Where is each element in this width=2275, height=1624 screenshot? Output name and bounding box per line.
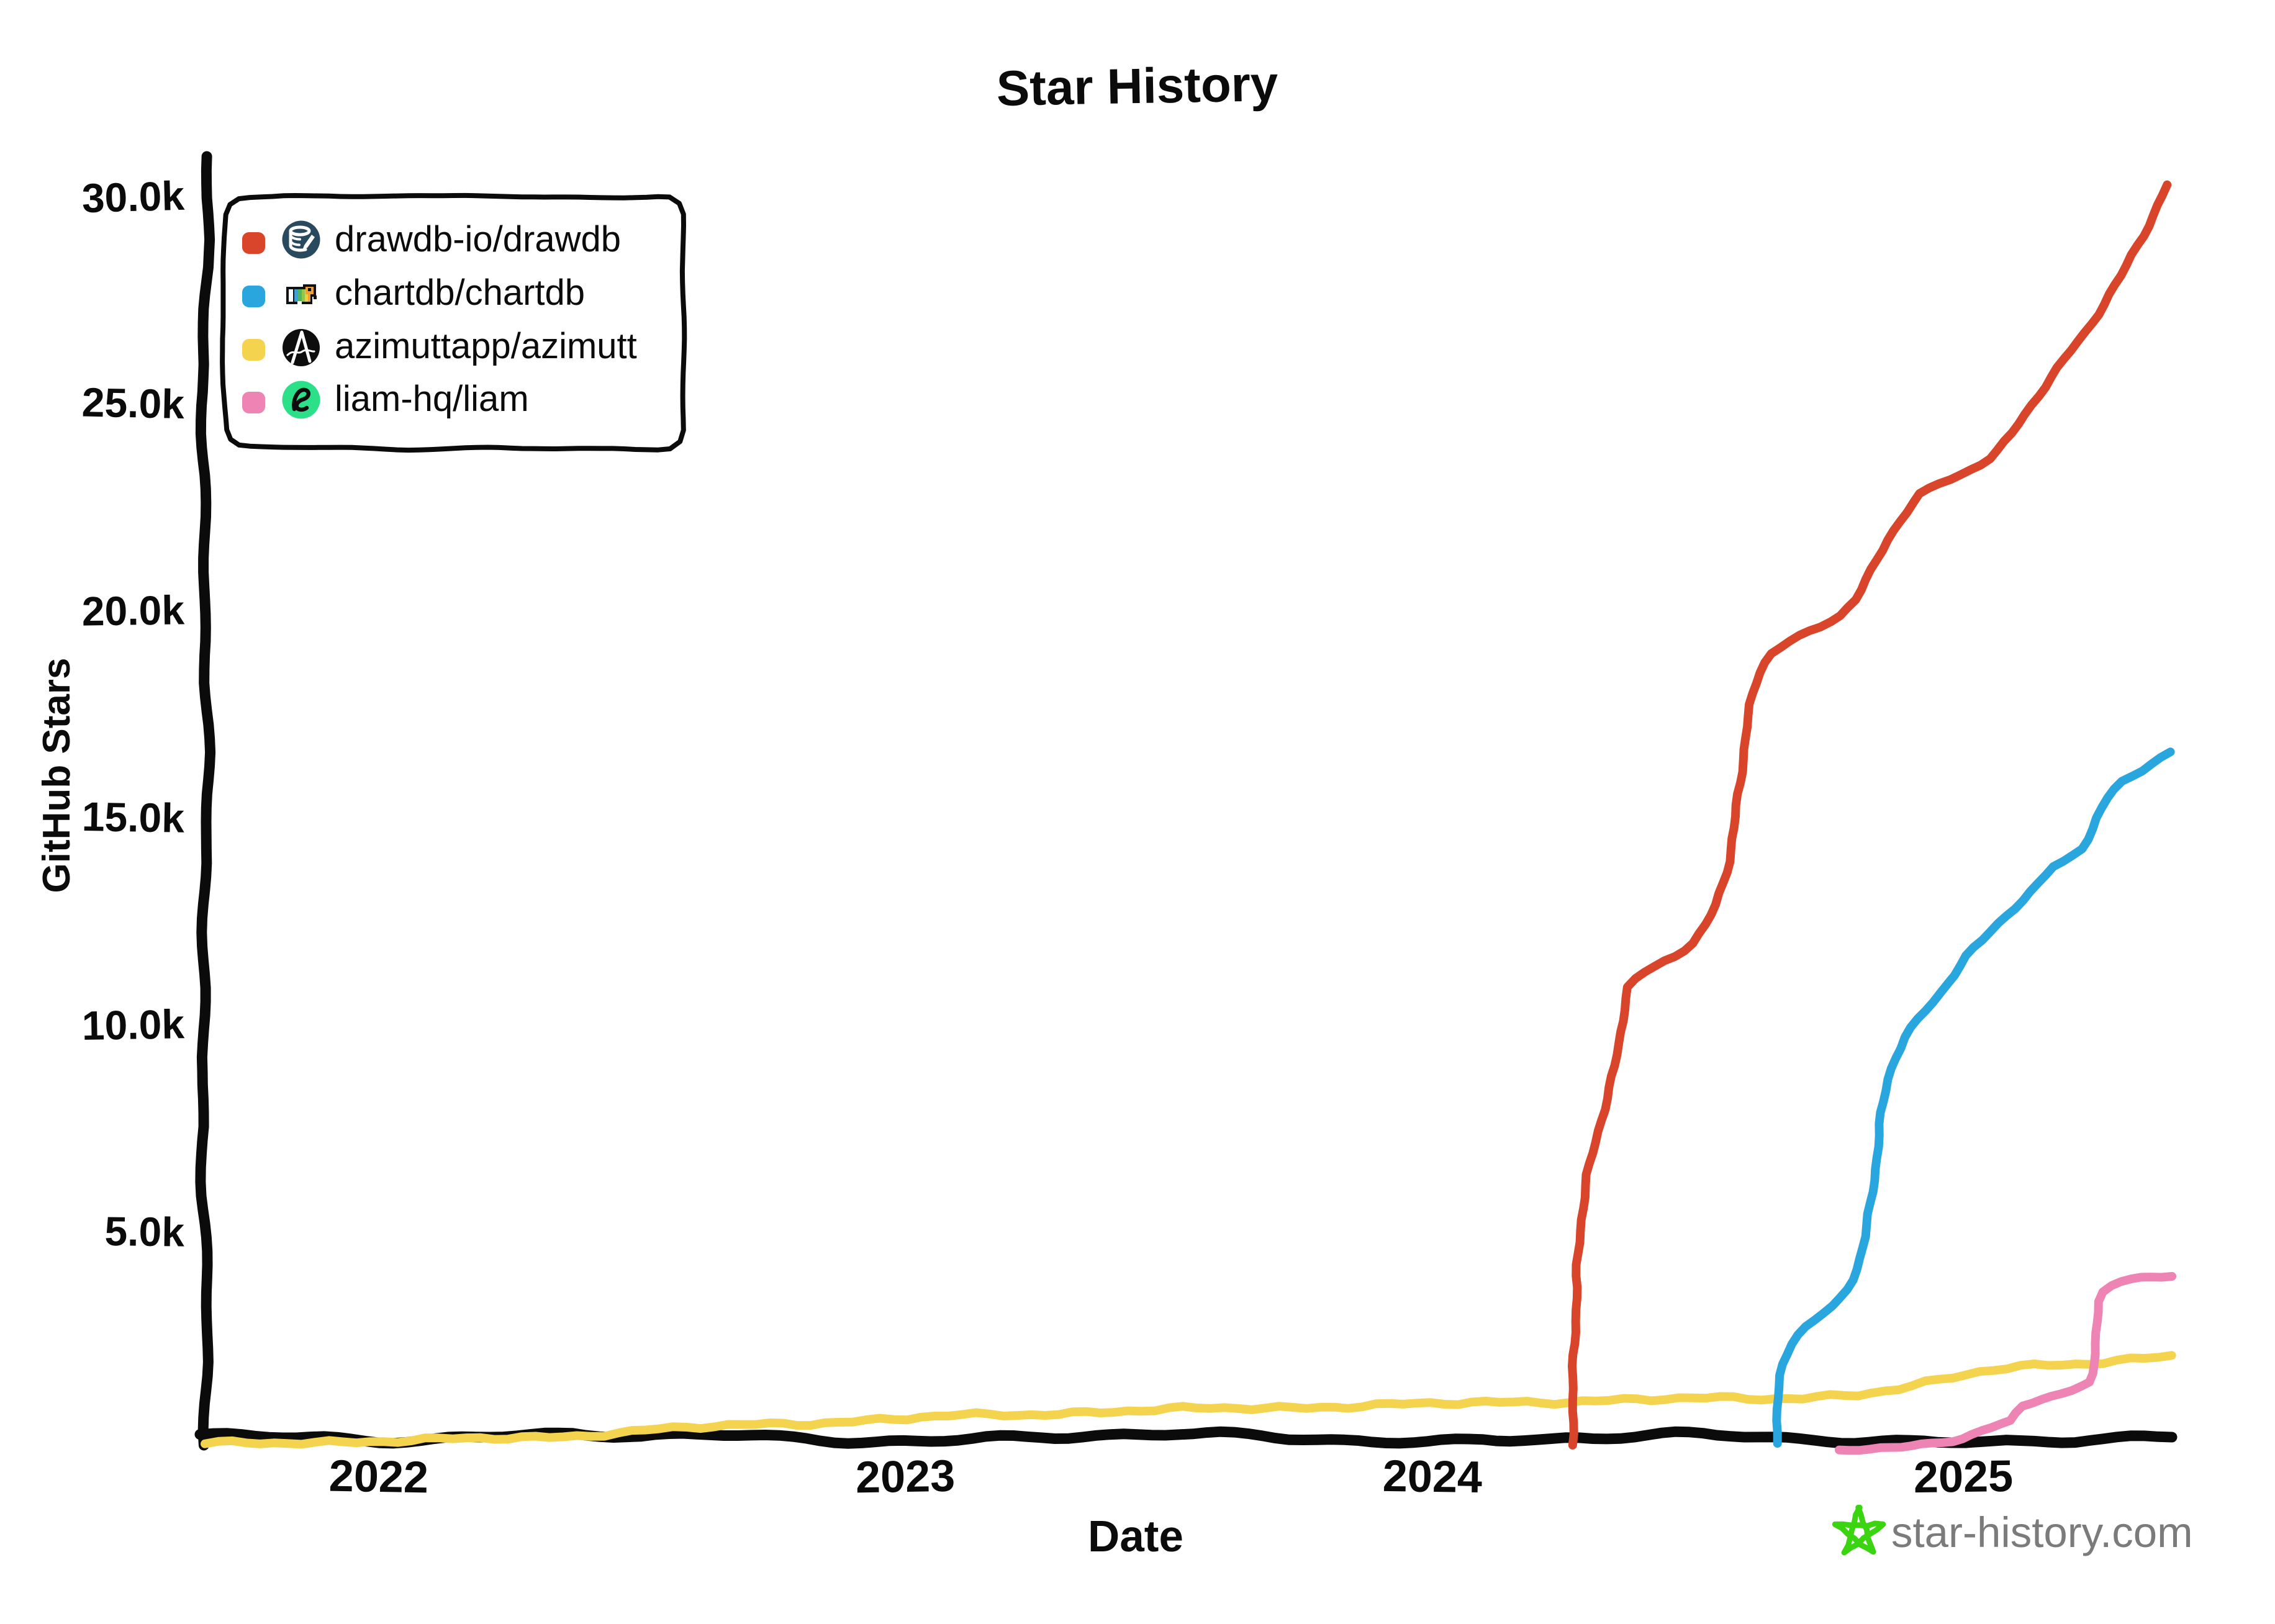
svg-text:30.0k: 30.0k [81, 173, 185, 221]
svg-text:20.0k: 20.0k [81, 587, 184, 634]
svg-text:chartdb/chartdb: chartdb/chartdb [335, 273, 585, 313]
svg-text:liam-hq/liam: liam-hq/liam [335, 379, 529, 419]
svg-text:Star History: Star History [996, 56, 1278, 116]
svg-text:2023: 2023 [855, 1451, 956, 1503]
svg-text:azimuttapp/azimutt: azimuttapp/azimutt [335, 326, 637, 366]
svg-text:5.0k: 5.0k [104, 1208, 185, 1255]
svg-text:2025: 2025 [1913, 1451, 2013, 1502]
svg-text:GitHub Stars: GitHub Stars [35, 658, 78, 893]
svg-text:10.0k: 10.0k [81, 1001, 185, 1049]
svg-text:Date: Date [1088, 1512, 1183, 1561]
svg-text:25.0k: 25.0k [81, 379, 185, 427]
svg-text:drawdb-io/drawdb: drawdb-io/drawdb [335, 219, 621, 259]
svg-text:2024: 2024 [1382, 1451, 1482, 1502]
svg-text:15.0k: 15.0k [81, 793, 185, 841]
svg-text:2022: 2022 [328, 1451, 429, 1503]
svg-text:star-history.com: star-history.com [1891, 1509, 2193, 1556]
